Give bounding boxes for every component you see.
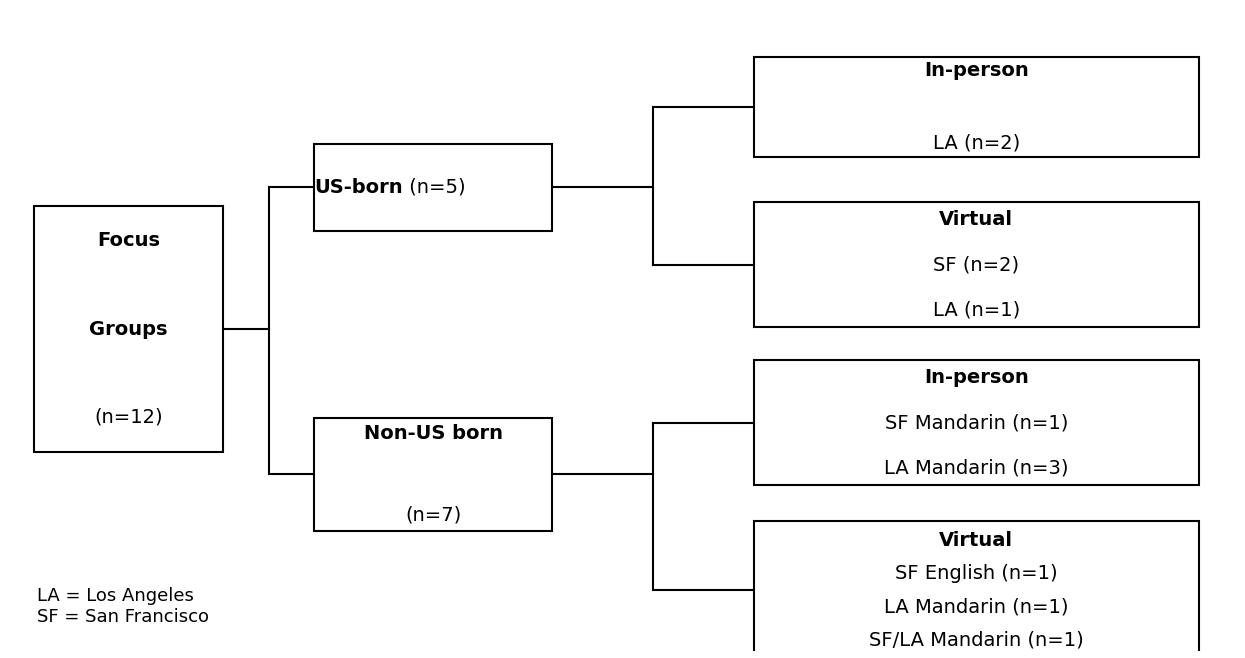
Text: (n=7): (n=7) (406, 505, 462, 524)
FancyBboxPatch shape (753, 57, 1199, 157)
FancyBboxPatch shape (753, 201, 1199, 328)
Text: LA (n=1): LA (n=1) (933, 300, 1020, 319)
Text: Non-US born: Non-US born (364, 424, 503, 443)
Text: In-person: In-person (924, 61, 1028, 80)
FancyBboxPatch shape (315, 143, 553, 231)
FancyBboxPatch shape (315, 418, 553, 530)
Text: SF/LA Mandarin (n=1): SF/LA Mandarin (n=1) (869, 630, 1083, 649)
Text: LA Mandarin (n=1): LA Mandarin (n=1) (884, 597, 1068, 617)
Text: LA Mandarin (n=3): LA Mandarin (n=3) (884, 458, 1068, 477)
Text: US-born: US-born (314, 178, 403, 197)
FancyBboxPatch shape (34, 207, 223, 451)
FancyBboxPatch shape (753, 360, 1199, 486)
Text: In-person: In-person (924, 368, 1028, 387)
Text: Focus: Focus (97, 231, 159, 250)
Text: Virtual: Virtual (939, 210, 1013, 229)
Text: Virtual: Virtual (939, 531, 1013, 549)
Text: Groups: Groups (90, 320, 168, 338)
FancyBboxPatch shape (753, 521, 1199, 658)
Text: LA (n=2): LA (n=2) (933, 133, 1020, 152)
Text: SF (n=2): SF (n=2) (934, 255, 1020, 274)
Text: SF English (n=1): SF English (n=1) (895, 564, 1058, 583)
Text: SF Mandarin (n=1): SF Mandarin (n=1) (885, 413, 1068, 432)
Text: (n=5): (n=5) (403, 178, 466, 197)
Text: LA = Los Angeles
SF = San Francisco: LA = Los Angeles SF = San Francisco (37, 587, 209, 626)
Text: (n=12): (n=12) (95, 408, 163, 427)
